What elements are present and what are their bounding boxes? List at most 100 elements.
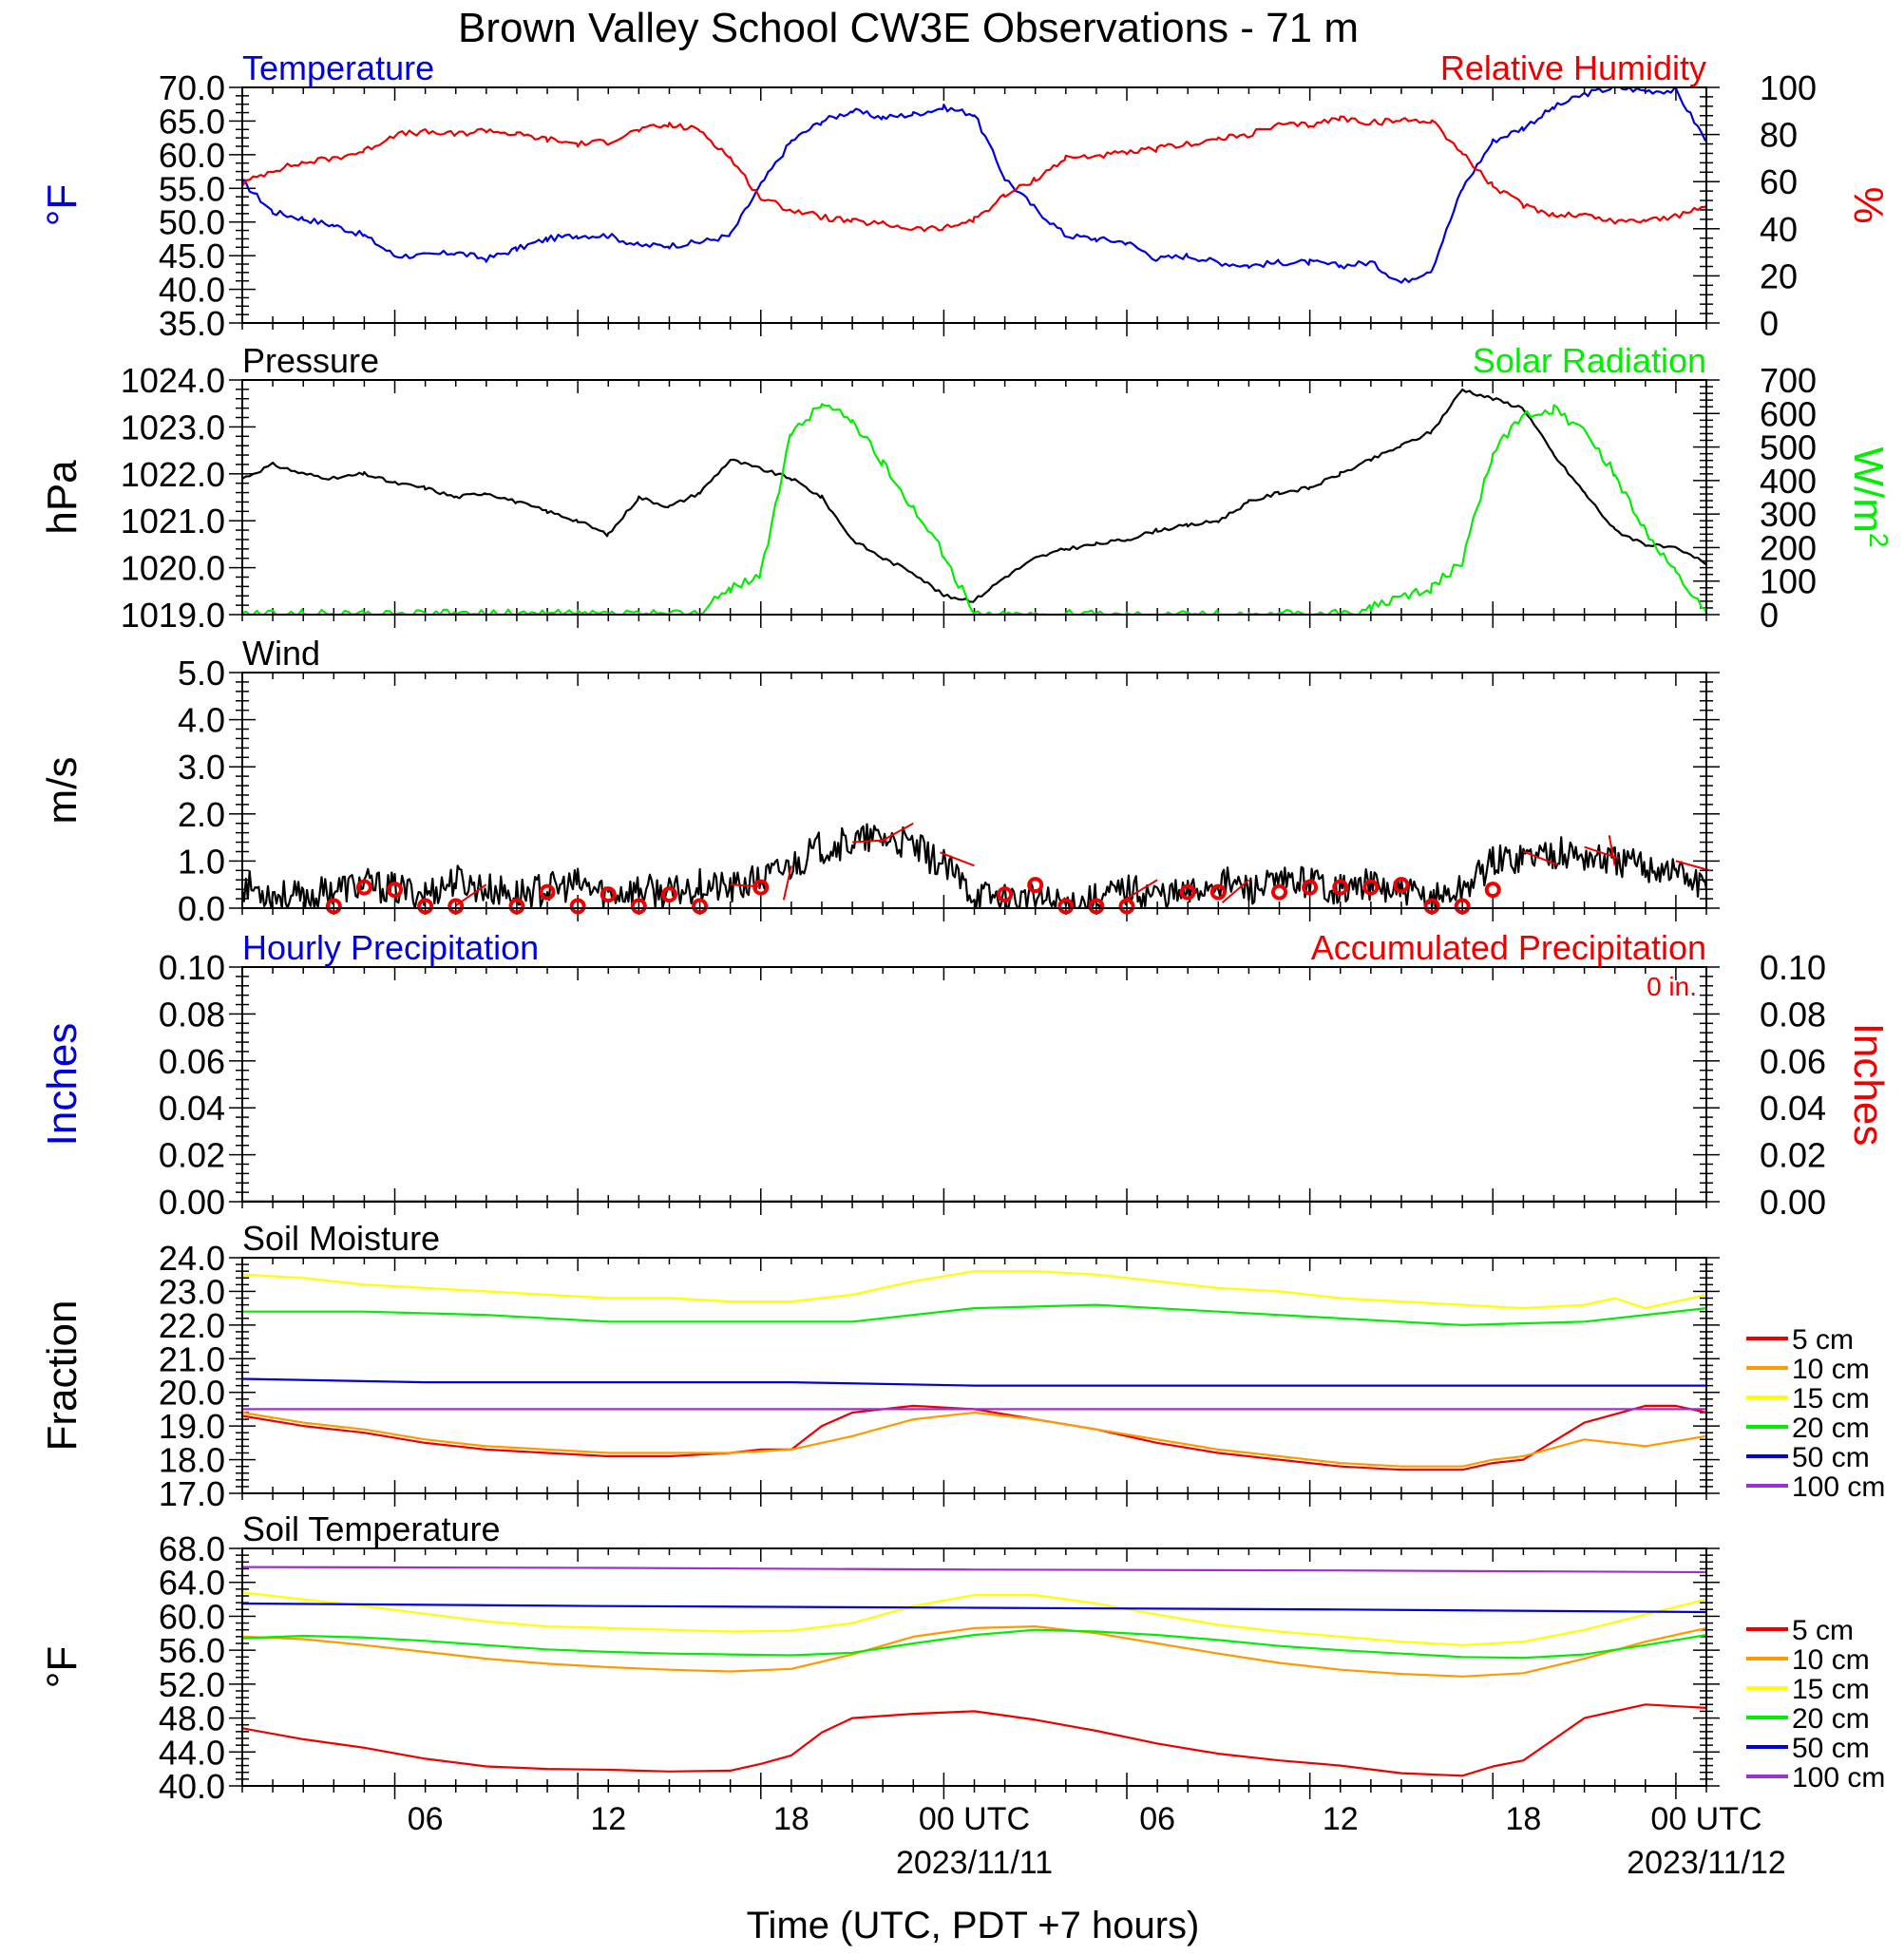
y-tick-label-right: 0.10 — [1760, 948, 1826, 987]
series-line — [242, 115, 1706, 233]
plot-area — [242, 87, 1706, 284]
calm-wind-marker — [447, 898, 465, 915]
y-axis-unit-left: m/s — [39, 757, 86, 825]
wind-barb — [1523, 850, 1558, 866]
y-tick-label-left: 0.04 — [159, 1089, 225, 1128]
y-axis-unit-left: Inches — [39, 1023, 86, 1147]
panel-title-left: Soil Moisture — [242, 1219, 440, 1258]
y-tick-label-left: 40.0 — [159, 271, 225, 310]
y-tick-label-left: 0.10 — [159, 948, 225, 987]
y-tick-label-left: 70.0 — [159, 68, 225, 107]
y-tick-label-left: 68.0 — [159, 1529, 225, 1568]
legend-label: 15 cm — [1792, 1383, 1870, 1414]
y-axis-unit-right: W/m2 — [1845, 447, 1894, 548]
y-tick-label-left: 60.0 — [159, 1597, 225, 1636]
wind-barb — [940, 851, 975, 867]
plot-area — [242, 1566, 1706, 1777]
y-tick-label-left: 2.0 — [178, 795, 225, 834]
series-line — [242, 403, 1706, 615]
calm-wind-marker — [355, 879, 372, 896]
y-tick-label-left: 1019.0 — [121, 596, 225, 635]
calm-wind-marker — [387, 882, 404, 899]
plot-area — [242, 388, 1706, 615]
x-date-label: 2023/11/12 — [1627, 1845, 1786, 1881]
y-tick-label-left: 3.0 — [178, 748, 225, 787]
y-tick-label-left: 22.0 — [159, 1306, 225, 1345]
panel-title-right: Solar Radiation — [1473, 341, 1706, 380]
y-tick-label-left: 1022.0 — [121, 455, 225, 494]
y-axis-unit-left: Fraction — [39, 1300, 86, 1452]
legend-label: 20 cm — [1792, 1703, 1870, 1735]
calm-wind-marker — [1179, 883, 1196, 901]
series-line — [242, 1411, 1706, 1468]
series-line — [242, 1624, 1706, 1678]
calm-wind-marker — [752, 879, 770, 896]
y-tick-label-right: 60 — [1760, 162, 1798, 201]
panel-frame — [241, 379, 1707, 616]
series-line — [242, 823, 1706, 908]
calm-wind-marker — [1302, 879, 1319, 896]
y-tick-label-right: 100 — [1760, 68, 1817, 107]
y-tick-label-left: 0.08 — [159, 995, 225, 1034]
y-tick-label-right: 500 — [1760, 428, 1817, 467]
legend-label: 10 cm — [1792, 1644, 1870, 1676]
x-tick-label: 00 UTC — [919, 1801, 1030, 1837]
y-tick-label-right: 80 — [1760, 116, 1798, 155]
calm-wind-marker — [508, 898, 525, 915]
y-tick-label-left: 64.0 — [159, 1564, 225, 1603]
calm-wind-marker — [1118, 898, 1135, 915]
calm-wind-marker — [1332, 879, 1349, 896]
legend-label: 5 cm — [1792, 1615, 1854, 1646]
y-tick-label-left: 0.0 — [178, 889, 225, 928]
legend-label: 5 cm — [1792, 1324, 1854, 1356]
y-axis-unit-left: °F — [39, 184, 86, 226]
calm-wind-marker — [1088, 898, 1105, 915]
x-tick-label: 12 — [590, 1801, 626, 1837]
y-axis-unit-right: % — [1845, 186, 1892, 223]
series-line — [242, 1377, 1706, 1387]
y-tick-label-right: 400 — [1760, 462, 1817, 501]
y-tick-label-left: 60.0 — [159, 136, 225, 175]
panel-title-left: Soil Temperature — [242, 1509, 500, 1548]
panel-title-left: Wind — [242, 634, 320, 673]
x-tick-label: 06 — [408, 1801, 444, 1837]
series-line — [242, 1303, 1706, 1327]
y-tick-label-right: 20 — [1760, 256, 1798, 295]
y-axis-unit-right: Inches — [1845, 1023, 1892, 1147]
calm-wind-marker — [660, 886, 677, 903]
calm-wind-marker — [539, 883, 556, 901]
wind-barb — [1675, 860, 1711, 872]
series-line — [242, 1602, 1706, 1614]
time-axis: 06 12 18 00 UTC 06 12 18 00 UTC 2023/11/11 2023/1… — [408, 1801, 1786, 1881]
y-axis-unit-left: °F — [39, 1646, 86, 1688]
panel-frame — [241, 1257, 1707, 1494]
legend-label: 100 cm — [1792, 1762, 1885, 1794]
calm-wind-marker — [1271, 883, 1288, 901]
y-tick-label-right: 200 — [1760, 528, 1817, 567]
y-tick-label-left: 1023.0 — [121, 408, 225, 446]
y-tick-label-left: 55.0 — [159, 169, 225, 208]
panel-frame — [241, 86, 1707, 324]
wind-barb — [782, 865, 792, 901]
calm-wind-marker — [325, 898, 342, 915]
x-tick-label: 06 — [1139, 1801, 1175, 1837]
x-tick-label: 12 — [1323, 1801, 1359, 1837]
y-tick-label-left: 1.0 — [178, 842, 225, 881]
y-tick-label-right: 300 — [1760, 495, 1817, 534]
y-tick-label-left: 56.0 — [159, 1631, 225, 1670]
y-tick-label-right: 0.04 — [1760, 1089, 1826, 1128]
panel-frame — [241, 1547, 1707, 1787]
calm-wind-marker — [1027, 877, 1044, 894]
wind-barb — [1122, 879, 1158, 902]
calm-wind-marker — [1393, 877, 1410, 894]
panel-soil_moisture: 24.023.022.021.020.019.018.017.0 Soil Moi… — [39, 1219, 1885, 1513]
y-tick-label-left: 65.0 — [159, 102, 225, 141]
calm-wind-marker — [1057, 898, 1075, 915]
calm-wind-marker — [1209, 883, 1227, 901]
chart-title: Brown Valley School CW3E Observations - … — [458, 5, 1359, 51]
y-tick-label-left: 52.0 — [159, 1665, 225, 1704]
accumulated-value: 0 in. — [1647, 972, 1697, 1001]
legend-label: 50 cm — [1792, 1442, 1870, 1473]
panel-title-right: Accumulated Precipitation — [1311, 928, 1706, 967]
series-line — [242, 1703, 1706, 1777]
